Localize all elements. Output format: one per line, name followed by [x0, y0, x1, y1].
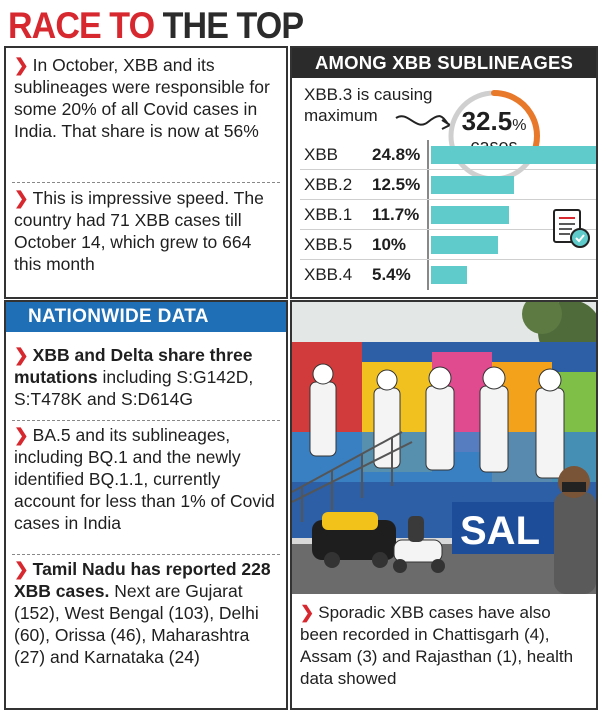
bar-row: XBB 24.8% [300, 140, 596, 170]
nationwide-bullet-2: ❯ BA.5 and its sublineages, including BQ.… [14, 425, 275, 533]
bar-value-label: 10% [372, 235, 407, 254]
nationwide-panel: NATIONWIDE DATA ❯ XBB and Delta share thr… [4, 300, 288, 710]
bar-category-label: XBB.1 [304, 205, 353, 224]
bar-axis-line [427, 260, 429, 290]
bar-category-label: XBB [304, 145, 339, 164]
intro-bullet-1: ❯ In October, XBB and its sublineages wer… [14, 55, 270, 141]
page-title: RACE TO THE TOP [8, 4, 304, 46]
bar [431, 206, 509, 224]
street-mural-photo: SAL [292, 302, 596, 594]
bar-category-label: XBB.4 [304, 265, 353, 284]
bar-axis-line [427, 170, 429, 199]
sublineages-header: AMONG XBB SUBLINEAGES [292, 48, 596, 78]
title-part-red: RACE TO [8, 5, 155, 46]
arrow-icon: ❯ [300, 603, 315, 622]
intro-panel: ❯ In October, XBB and its sublineages wer… [4, 46, 288, 299]
mural-illustration: SAL [292, 302, 596, 594]
callout-value: 32.5% [461, 106, 527, 136]
divider [12, 554, 280, 555]
bar-value-label: 5.4% [372, 265, 411, 284]
bar-value-label: 12.5% [372, 175, 421, 194]
sublineages-panel: AMONG XBB SUBLINEAGES XBB.3 is causing m… [290, 46, 598, 299]
bar [431, 146, 596, 164]
nationwide-bullet-1: ❯ XBB and Delta share three mutations inc… [14, 345, 254, 409]
photo-panel: SAL ❯ Sporadic XBB cases have also been r… [290, 300, 598, 710]
bar-row: XBB.2 12.5% [300, 170, 596, 200]
bar [431, 236, 498, 254]
bar-category-label: XBB.5 [304, 235, 353, 254]
divider [12, 182, 280, 183]
bar-axis-line [427, 140, 429, 169]
bar-row: XBB.5 10% [300, 230, 596, 260]
bar-row: XBB.1 11.7% [300, 200, 596, 230]
photo-caption: ❯ Sporadic XBB cases have also been recor… [300, 603, 574, 688]
bar-category-label: XBB.2 [304, 175, 353, 194]
arrow-icon: ❯ [14, 559, 29, 579]
sublineage-bar-chart: XBB 24.8% XBB.2 12.5% XBB.1 11.7% XBB.5 10% XBB.… [300, 140, 596, 290]
arrow-icon: ❯ [14, 345, 29, 365]
lab-report-icon [553, 209, 590, 248]
bar-axis-line [427, 200, 429, 229]
arrow-icon: ❯ [14, 188, 29, 208]
bar-value-label: 11.7% [372, 205, 420, 224]
bar-axis-line [427, 230, 429, 259]
divider [12, 420, 280, 421]
bar [431, 176, 515, 194]
sign-text: SAL [460, 509, 540, 553]
nationwide-header: NATIONWIDE DATA [6, 302, 286, 332]
bar [431, 266, 467, 284]
intro-bullet-2: ❯ This is impressive speed. The country h… [14, 188, 264, 274]
title-part-dark: THE TOP [162, 5, 304, 46]
causing-text: XBB.3 is causing maximum [304, 85, 433, 125]
bar-row: XBB.4 5.4% [300, 260, 596, 290]
arrow-icon: ❯ [14, 425, 29, 445]
nationwide-bullet-3: ❯ Tamil Nadu has reported 228 XBB cases. … [14, 559, 271, 667]
arrow-icon: ❯ [14, 55, 29, 75]
bar-value-label: 24.8% [372, 145, 421, 164]
